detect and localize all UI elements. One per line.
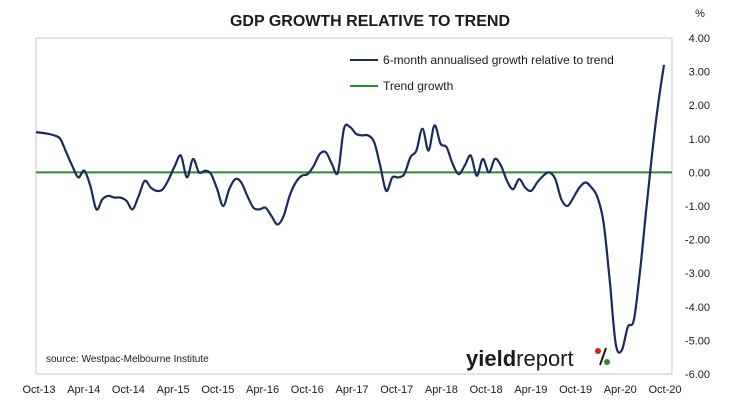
series-line-growth [35, 64, 666, 354]
x-tick-label: Oct-14 [112, 384, 145, 396]
logo-glyph-slash [599, 347, 607, 366]
logo-glyph-bottom [604, 359, 610, 365]
x-tick-label: Oct-16 [291, 384, 324, 396]
plot-area-frame [35, 37, 673, 375]
logo-glyph-top [595, 348, 601, 354]
x-tick-label: Apr-18 [425, 384, 458, 396]
x-tick-label: Apr-15 [157, 384, 190, 396]
x-tick-label: Apr-14 [67, 384, 100, 396]
x-tick-label: Oct-18 [470, 384, 503, 396]
legend: 6-month annualised growth relative to tr… [350, 53, 614, 93]
x-tick-label: Apr-17 [335, 384, 368, 396]
x-tick-label: Oct-17 [380, 384, 413, 396]
chart-title: GDP GROWTH RELATIVE TO TREND [230, 13, 510, 30]
source-note: source: Westpac-Melbourne Institute [46, 354, 209, 365]
y-tick-label: -5.00 [685, 335, 710, 347]
y-tick-label: -6.00 [685, 369, 710, 381]
y-tick-label: -1.00 [685, 201, 710, 213]
x-tick-label: Apr-19 [514, 384, 547, 396]
y-tick-label: 0.00 [689, 167, 710, 179]
x-tick-label: Oct-13 [22, 384, 55, 396]
y-tick-label: 2.00 [689, 100, 710, 112]
svg-text:yieldreport: yieldreport [466, 346, 574, 371]
legend-label-trend: Trend growth [383, 79, 453, 93]
y-tick-label: -3.00 [685, 268, 710, 280]
y-tick-label: 4.00 [689, 33, 710, 45]
y-tick-label: 1.00 [689, 134, 710, 146]
series-layer [35, 64, 672, 354]
y-axis: 4.00 3.00 2.00 1.00 0.00 -1.00 -2.00 -3.00 -4.00… [685, 33, 710, 381]
y-tick-label: -4.00 [685, 302, 710, 314]
x-tick-label: Apr-16 [246, 384, 279, 396]
x-tick-label: Oct-20 [648, 384, 681, 396]
legend-label-growth: 6-month annualised growth relative to tr… [383, 53, 614, 67]
logo-part-yield: yield [466, 346, 516, 371]
x-tick-label: Apr-20 [604, 384, 637, 396]
logo-part-report: report [516, 346, 573, 371]
x-tick-label: Oct-19 [559, 384, 592, 396]
y-tick-label: 3.00 [689, 67, 710, 79]
y-axis-unit: % [695, 8, 705, 20]
y-tick-label: -2.00 [685, 235, 710, 247]
x-tick-label: Oct-15 [201, 384, 234, 396]
x-axis: Oct-13 Apr-14 Oct-14 Apr-15 Oct-15 Apr-16 Oct-… [22, 384, 681, 396]
yieldreport-logo: yieldreport [466, 346, 610, 371]
